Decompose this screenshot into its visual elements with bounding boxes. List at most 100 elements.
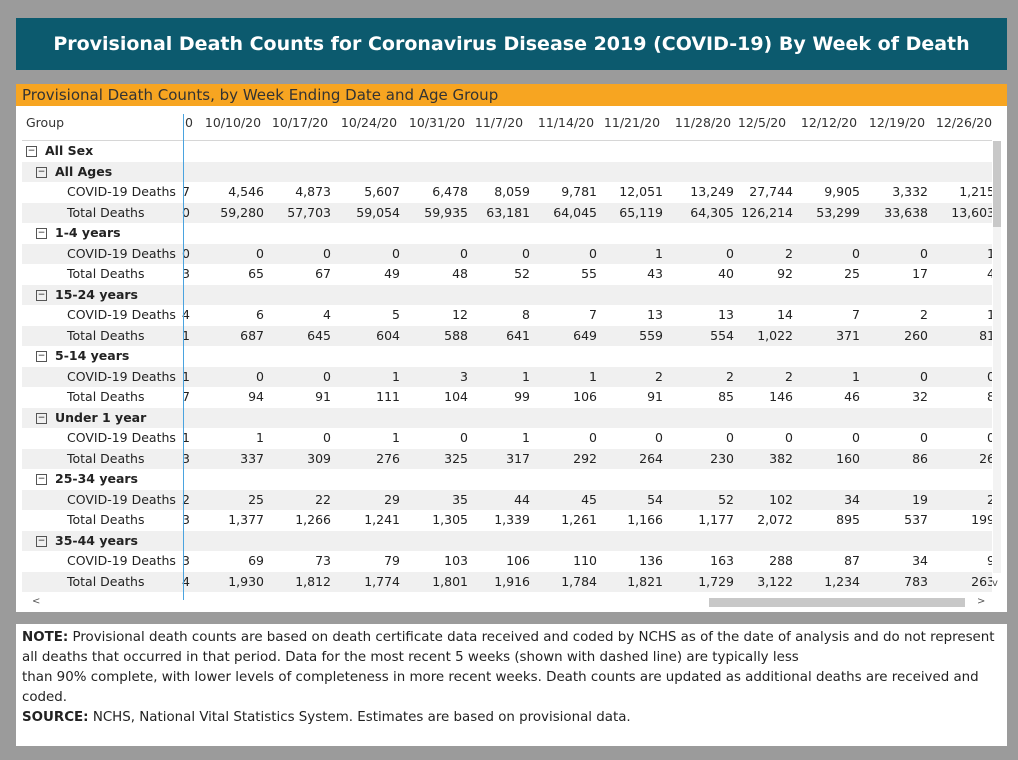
column-header-date[interactable]: 12/19/20 — [868, 115, 926, 130]
column-header-date[interactable]: 11/14/20 — [537, 115, 595, 130]
column-header-date[interactable]: 11/28/20 — [674, 115, 732, 130]
column-header-date[interactable]: 11/7/20 — [474, 115, 524, 130]
value-cell: 111 — [376, 389, 400, 404]
value-cell: 49 — [384, 266, 400, 281]
value-cell: 0 — [987, 430, 992, 445]
partial-cell: 3 — [182, 553, 190, 568]
value-cell: 12 — [452, 307, 468, 322]
vertical-scrollbar-track[interactable] — [993, 141, 1001, 573]
table-row: Total Deaths 4 1,930 1,812 1,774 1,801 1,916 1,… — [22, 571, 992, 592]
collapse-icon[interactable]: − — [26, 146, 37, 157]
partial-cell: 0 — [182, 245, 190, 261]
value-cell: 687 — [240, 327, 264, 343]
table-row: Total Deaths 3 65 67 49 48 52 55 43 40 92 25 17 4 — [22, 264, 992, 285]
column-header-date[interactable]: 10/31/20 — [408, 115, 466, 130]
value-cell: 9,781 — [561, 184, 597, 199]
row-label: COVID-19 Deaths — [67, 307, 176, 322]
matrix-table[interactable]: Group 0 10/10/20 10/17/20 10/24/20 10/31/20… — [22, 110, 992, 596]
collapse-icon[interactable]: − — [36, 535, 47, 547]
column-header-date[interactable]: 12/26/20 — [935, 115, 992, 130]
row-label: COVID-19 Deaths — [67, 491, 176, 507]
value-cell: 645 — [307, 327, 331, 343]
value-cell: 0 — [522, 245, 530, 261]
collapse-icon[interactable]: − — [36, 228, 47, 239]
value-cell: 22 — [315, 491, 331, 507]
table-row: COVID-19 Deaths 7 4,546 4,873 5,607 6,478 8,05… — [22, 182, 992, 203]
value-cell: 0 — [852, 430, 860, 445]
partial-cell: 3 — [182, 266, 190, 281]
column-header-date[interactable]: 10/17/20 — [271, 115, 329, 130]
source-label: SOURCE: — [22, 710, 89, 725]
value-cell: 9 — [987, 553, 992, 568]
column-header-group[interactable]: Group — [26, 115, 65, 130]
value-cell: 85 — [718, 389, 734, 404]
row-label: Total Deaths — [67, 266, 145, 281]
row-label: Total Deaths — [67, 573, 145, 589]
value-cell: 1 — [655, 245, 663, 261]
partial-cell: 1 — [182, 368, 190, 384]
visual-title: Provisional Death Counts, by Week Ending… — [16, 84, 1007, 106]
column-header-date[interactable]: 10/24/20 — [340, 115, 398, 130]
collapse-icon[interactable]: − — [36, 412, 47, 424]
horizontal-scrollbar-thumb[interactable] — [709, 598, 965, 607]
value-cell: 0 — [460, 430, 468, 445]
scroll-left-icon[interactable]: < — [32, 596, 41, 607]
row-label: All Ages — [55, 163, 113, 179]
value-cell: 35 — [452, 491, 468, 507]
value-cell: 8,059 — [494, 184, 530, 199]
value-cell: 104 — [444, 389, 468, 404]
value-cell: 65 — [248, 266, 264, 281]
column-header-date[interactable]: 11/21/20 — [603, 115, 661, 130]
value-cell: 44 — [514, 491, 530, 507]
group-row-age: −1-4 years — [22, 223, 992, 244]
value-cell: 263 — [971, 573, 992, 589]
value-cell: 0 — [987, 368, 992, 384]
collapse-icon[interactable]: − — [36, 351, 47, 362]
value-cell: 230 — [710, 450, 734, 466]
value-cell: 0 — [589, 245, 597, 261]
value-cell: 199 — [971, 512, 992, 527]
value-cell: 65,119 — [619, 204, 663, 220]
column-header-date[interactable]: 12/5/20 — [737, 115, 787, 130]
column-header-date[interactable]: 10/10/20 — [204, 115, 262, 130]
value-cell: 14 — [777, 307, 793, 322]
value-cell: 4,873 — [295, 184, 331, 199]
value-cell: 106 — [506, 553, 530, 568]
value-cell: 0 — [589, 430, 597, 445]
value-cell: 6,478 — [432, 184, 468, 199]
group-row-age: −25-34 years — [22, 469, 992, 490]
scroll-right-icon[interactable]: > — [977, 596, 986, 607]
table-row: Total Deaths 0 59,280 57,703 59,054 59,935 63,… — [22, 202, 992, 223]
value-cell: 163 — [710, 553, 734, 568]
value-cell: 46 — [844, 389, 860, 404]
scroll-down-icon[interactable]: v — [992, 578, 998, 589]
value-cell: 1,339 — [494, 512, 530, 527]
value-cell: 2 — [987, 491, 992, 507]
vertical-scrollbar-thumb[interactable] — [993, 141, 1001, 227]
value-cell: 86 — [912, 450, 928, 466]
value-cell: 7 — [589, 307, 597, 322]
value-cell: 5 — [392, 307, 400, 322]
value-cell: 371 — [836, 327, 860, 343]
column-header-date[interactable]: 12/12/20 — [800, 115, 858, 130]
collapse-icon[interactable]: − — [36, 166, 47, 178]
value-cell: 4 — [987, 266, 992, 281]
value-cell: 4,546 — [228, 184, 264, 199]
value-cell: 99 — [514, 389, 530, 404]
value-cell: 337 — [240, 450, 264, 466]
column-divider — [183, 114, 184, 600]
column-header-row: Group 0 10/10/20 10/17/20 10/24/20 10/31/20… — [22, 110, 992, 141]
value-cell: 0 — [256, 245, 264, 261]
value-cell: 55 — [581, 266, 597, 281]
column-header-partial[interactable]: 0 — [185, 115, 193, 130]
collapse-icon[interactable]: − — [36, 474, 47, 485]
value-cell: 34 — [912, 553, 928, 568]
value-cell: 13,603 — [951, 204, 992, 220]
value-cell: 17 — [912, 266, 928, 281]
value-cell: 45 — [581, 491, 597, 507]
value-cell: 317 — [506, 450, 530, 466]
collapse-icon[interactable]: − — [36, 289, 47, 301]
row-label: 15-24 years — [55, 286, 138, 302]
value-cell: 64,045 — [553, 204, 597, 220]
value-cell: 0 — [785, 430, 793, 445]
